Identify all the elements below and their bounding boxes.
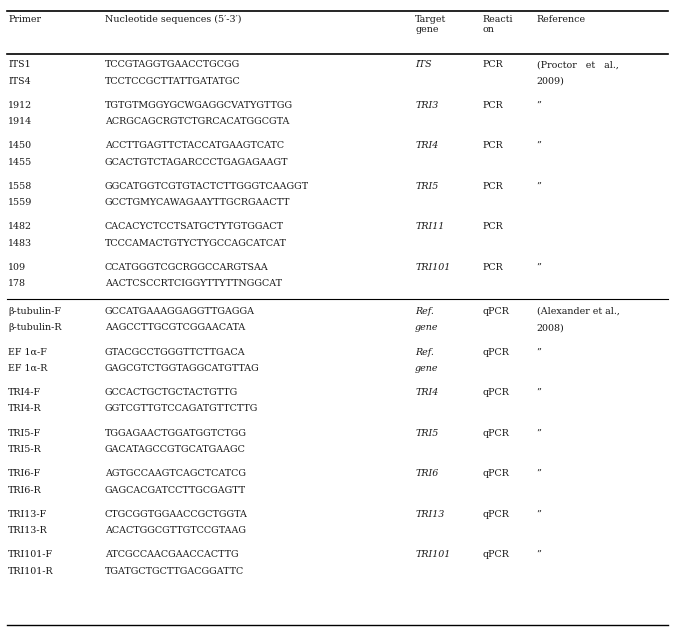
Text: GCCTGMYCAWAGAAYTTGCRGAACTT: GCCTGMYCAWAGAAYTTGCRGAACTT (105, 198, 290, 207)
Text: 1483: 1483 (8, 239, 32, 248)
Text: ”: ” (537, 101, 541, 110)
Text: TRI4-R: TRI4-R (8, 404, 42, 413)
Text: ACCTTGAGTTCTACCATGAAGTCATC: ACCTTGAGTTCTACCATGAAGTCATC (105, 141, 284, 150)
Text: GCCATGAAAGGAGGTTGAGGA: GCCATGAAAGGAGGTTGAGGA (105, 307, 254, 316)
Text: GTACGCCTGGGTTCTTGACA: GTACGCCTGGGTTCTTGACA (105, 348, 245, 356)
Text: 109: 109 (8, 263, 26, 272)
Text: AAGCCTTGCGTCGGAACATA: AAGCCTTGCGTCGGAACATA (105, 323, 245, 332)
Text: Target
gene: Target gene (415, 15, 446, 34)
Text: ”: ” (537, 348, 541, 356)
Text: TRI4: TRI4 (415, 388, 438, 397)
Text: TRI13-R: TRI13-R (8, 526, 48, 535)
Text: EF 1α-F: EF 1α-F (8, 348, 47, 356)
Text: ”: ” (537, 510, 541, 518)
Text: TRI11: TRI11 (415, 222, 444, 231)
Text: qPCR: qPCR (483, 307, 510, 316)
Text: GAGCGTCTGGTAGGCATGTTAG: GAGCGTCTGGTAGGCATGTTAG (105, 364, 259, 373)
Text: TRI5-F: TRI5-F (8, 429, 41, 437)
Text: (Proctor   et   al.,: (Proctor et al., (537, 60, 618, 69)
Text: 1482: 1482 (8, 222, 32, 231)
Text: ITS1: ITS1 (8, 60, 31, 69)
Text: ”: ” (537, 429, 541, 437)
Text: 178: 178 (8, 279, 26, 288)
Text: Reference: Reference (537, 15, 586, 23)
Text: PCR: PCR (483, 263, 504, 272)
Text: CTGCGGTGGAACCGCTGGTA: CTGCGGTGGAACCGCTGGTA (105, 510, 248, 518)
Text: gene: gene (415, 364, 439, 373)
Text: PCR: PCR (483, 222, 504, 231)
Text: 2008): 2008) (537, 323, 564, 332)
Text: TRI101-R: TRI101-R (8, 567, 54, 575)
Text: qPCR: qPCR (483, 348, 510, 356)
Text: TCCGTAGGTGAACCTGCGG: TCCGTAGGTGAACCTGCGG (105, 60, 240, 69)
Text: TRI13-F: TRI13-F (8, 510, 47, 518)
Text: 1914: 1914 (8, 117, 32, 126)
Text: TCCCAMACTGTYCTYGCCAGCATCAT: TCCCAMACTGTYCTYGCCAGCATCAT (105, 239, 286, 248)
Text: TRI101: TRI101 (415, 263, 450, 272)
Text: TRI6-R: TRI6-R (8, 486, 42, 494)
Text: Ref.: Ref. (415, 307, 434, 316)
Text: TCCTCCGCTTATTGATATGC: TCCTCCGCTTATTGATATGC (105, 77, 240, 85)
Text: PCR: PCR (483, 60, 504, 69)
Text: ITS4: ITS4 (8, 77, 31, 85)
Text: TRI6: TRI6 (415, 469, 438, 478)
Text: 1912: 1912 (8, 101, 32, 110)
Text: β-tubulin-F: β-tubulin-F (8, 307, 61, 316)
Text: ”: ” (537, 469, 541, 478)
Text: ATCGCCAACGAACCACTTG: ATCGCCAACGAACCACTTG (105, 550, 238, 559)
Text: PCR: PCR (483, 141, 504, 150)
Text: ACACTGGCGTTGTCCGTAAG: ACACTGGCGTTGTCCGTAAG (105, 526, 246, 535)
Text: ”: ” (537, 141, 541, 150)
Text: TRI4-F: TRI4-F (8, 388, 41, 397)
Text: TRI101: TRI101 (415, 550, 450, 559)
Text: TGATGCTGCTTGACGGATTC: TGATGCTGCTTGACGGATTC (105, 567, 244, 575)
Text: qPCR: qPCR (483, 388, 510, 397)
Text: PCR: PCR (483, 101, 504, 110)
Text: AACTCSCCRTCIGGYTTYTTNGGCAT: AACTCSCCRTCIGGYTTYTTNGGCAT (105, 279, 281, 288)
Text: Nucleotide sequences (5′-3′): Nucleotide sequences (5′-3′) (105, 15, 241, 23)
Text: EF 1α-R: EF 1α-R (8, 364, 47, 373)
Text: 1558: 1558 (8, 182, 32, 191)
Text: TRI101-F: TRI101-F (8, 550, 53, 559)
Text: qPCR: qPCR (483, 469, 510, 478)
Text: GGCATGGTCGTGTACTCTTGGGTCAAGGT: GGCATGGTCGTGTACTCTTGGGTCAAGGT (105, 182, 308, 191)
Text: TRI13: TRI13 (415, 510, 444, 518)
Text: ”: ” (537, 388, 541, 397)
Text: 1455: 1455 (8, 158, 32, 166)
Text: qPCR: qPCR (483, 429, 510, 437)
Text: TRI5: TRI5 (415, 182, 438, 191)
Text: gene: gene (415, 323, 439, 332)
Text: TGGAGAACTGGATGGTCTGG: TGGAGAACTGGATGGTCTGG (105, 429, 246, 437)
Text: 2009): 2009) (537, 77, 564, 85)
Text: Ref.: Ref. (415, 348, 434, 356)
Text: β-tubulin-R: β-tubulin-R (8, 323, 61, 332)
Text: qPCR: qPCR (483, 550, 510, 559)
Text: TRI5: TRI5 (415, 429, 438, 437)
Text: (Alexander et al.,: (Alexander et al., (537, 307, 620, 316)
Text: GCACTGTCTAGARCCCTGAGAGAAGT: GCACTGTCTAGARCCCTGAGAGAAGT (105, 158, 288, 166)
Text: 1559: 1559 (8, 198, 32, 207)
Text: TRI6-F: TRI6-F (8, 469, 41, 478)
Text: TGTGTMGGYGCWGAGGCVATYGTTGG: TGTGTMGGYGCWGAGGCVATYGTTGG (105, 101, 293, 110)
Text: Primer: Primer (8, 15, 41, 23)
Text: GAGCACGATCCTTGCGAGTT: GAGCACGATCCTTGCGAGTT (105, 486, 246, 494)
Text: ”: ” (537, 550, 541, 559)
Text: ”: ” (537, 263, 541, 272)
Text: ”: ” (537, 182, 541, 191)
Text: CACACYCTCCTSATGCTYTGTGGACT: CACACYCTCCTSATGCTYTGTGGACT (105, 222, 284, 231)
Text: ACRGCAGCRGTCTGRCACATGGCGTA: ACRGCAGCRGTCTGRCACATGGCGTA (105, 117, 289, 126)
Text: GCCACTGCTGCTACTGTTG: GCCACTGCTGCTACTGTTG (105, 388, 238, 397)
Text: qPCR: qPCR (483, 510, 510, 518)
Text: TRI4: TRI4 (415, 141, 438, 150)
Text: PCR: PCR (483, 182, 504, 191)
Text: TRI3: TRI3 (415, 101, 438, 110)
Text: AGTGCCAAGTCAGCTCATCG: AGTGCCAAGTCAGCTCATCG (105, 469, 246, 478)
Text: GGTCGTTGTCCAGATGTTCTTG: GGTCGTTGTCCAGATGTTCTTG (105, 404, 258, 413)
Text: TRI5-R: TRI5-R (8, 445, 42, 454)
Text: 1450: 1450 (8, 141, 32, 150)
Text: CCATGGGTCGCRGGCCARGTSAA: CCATGGGTCGCRGGCCARGTSAA (105, 263, 269, 272)
Text: Reacti
on: Reacti on (483, 15, 513, 34)
Text: ITS: ITS (415, 60, 432, 69)
Text: GACATAGCCGTGCATGAAGC: GACATAGCCGTGCATGAAGC (105, 445, 246, 454)
